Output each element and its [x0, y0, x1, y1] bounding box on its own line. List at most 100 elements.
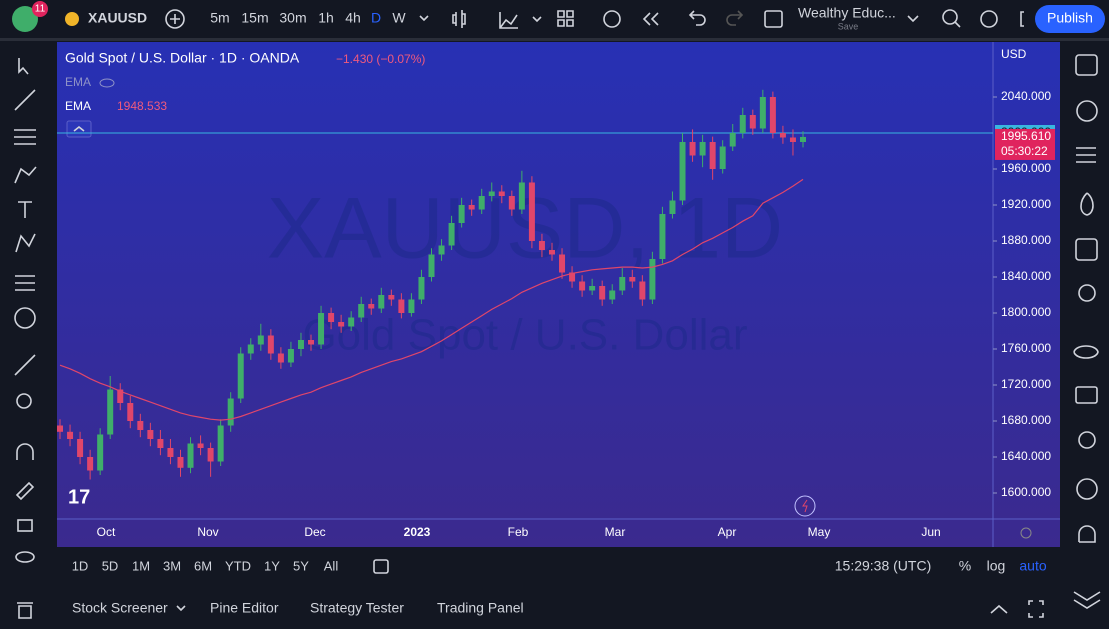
news[interactable]	[1076, 147, 1096, 163]
auto-toggle[interactable]: auto	[1019, 558, 1046, 574]
y-tick-label: 1920.000	[1001, 197, 1051, 211]
candle-body	[338, 322, 345, 327]
measure-tool[interactable]	[14, 354, 36, 376]
save-label[interactable]: Save	[838, 21, 859, 31]
zoom-tool[interactable]	[16, 393, 32, 409]
alerts[interactable]	[1076, 100, 1098, 122]
layout-name[interactable]: Wealthy Educ...	[798, 5, 896, 21]
hotlists[interactable]	[1080, 192, 1094, 216]
symbol[interactable]: XAUUSD	[88, 10, 147, 26]
range-button[interactable]: YTD	[225, 558, 251, 573]
divider	[0, 38, 1109, 41]
range-button[interactable]: 1Y	[264, 558, 280, 573]
pattern-tool[interactable]	[15, 233, 36, 253]
publish-button[interactable]	[1035, 5, 1105, 33]
interval[interactable]: 5m	[210, 10, 229, 26]
interval[interactable]: W	[392, 10, 406, 26]
indicators[interactable]	[499, 12, 518, 29]
brush-tool[interactable]	[14, 166, 37, 184]
candle-body	[358, 304, 365, 318]
interval[interactable]: 15m	[241, 10, 268, 26]
interval[interactable]: 1h	[318, 10, 334, 26]
fullscreen[interactable]	[764, 10, 783, 28]
panel-tab[interactable]: Trading Panel	[437, 600, 524, 616]
range-button[interactable]: 1D	[72, 558, 89, 573]
replay[interactable]	[642, 12, 659, 26]
hidden-indicator[interactable]: EMA	[65, 75, 91, 89]
lock-tool[interactable]	[17, 519, 33, 532]
candle-body	[428, 254, 435, 277]
range-button[interactable]: 5D	[102, 558, 119, 573]
icon-tool[interactable]	[14, 307, 36, 329]
right-sidebar	[1063, 42, 1109, 629]
calendar[interactable]	[1075, 238, 1098, 261]
alert[interactable]	[603, 10, 621, 28]
chart-type[interactable]	[452, 10, 466, 28]
chats[interactable]	[1075, 386, 1098, 404]
range-button[interactable]: All	[324, 558, 339, 573]
panel-maximize[interactable]	[1028, 600, 1044, 618]
panel-tab[interactable]: Strategy Tester	[310, 600, 404, 616]
panel-tab[interactable]: Stock Screener	[72, 600, 168, 616]
candle-body	[207, 448, 214, 462]
publish-label[interactable]: Publish	[1047, 10, 1093, 26]
broadcasts[interactable]	[1076, 478, 1098, 500]
interval[interactable]: 30m	[279, 10, 306, 26]
interval[interactable]: 4h	[345, 10, 361, 26]
fib-tool[interactable]	[14, 129, 36, 145]
add-symbol[interactable]	[165, 9, 185, 29]
notifications[interactable]	[1078, 525, 1096, 543]
candle-body	[368, 304, 375, 309]
magnet-tool[interactable]	[16, 443, 34, 460]
hide-tool[interactable]	[15, 551, 35, 563]
y-tick-label: 1600.000	[1001, 485, 1051, 499]
avatar[interactable]	[12, 6, 38, 32]
range-button[interactable]: 6M	[194, 558, 212, 573]
text-tool[interactable]	[18, 201, 32, 218]
interval[interactable]: D	[371, 10, 381, 26]
candle-body	[348, 317, 355, 327]
layouts[interactable]	[557, 10, 574, 27]
candle-body	[318, 313, 325, 345]
indicators-menu[interactable]	[532, 16, 542, 23]
collapse[interactable]	[1073, 591, 1101, 609]
candle-body	[167, 448, 174, 457]
ideas[interactable]	[1078, 284, 1096, 302]
tab-menu[interactable]	[176, 605, 186, 612]
log-toggle[interactable]: log	[987, 558, 1006, 574]
help[interactable]	[1078, 431, 1096, 449]
settings[interactable]	[980, 10, 998, 28]
undo[interactable]	[688, 10, 706, 26]
snapshot[interactable]	[1020, 11, 1024, 27]
range-button[interactable]: 5Y	[293, 558, 309, 573]
scale-settings[interactable]	[1020, 527, 1032, 539]
trend-line-tool[interactable]	[14, 89, 36, 111]
layout-menu[interactable]	[907, 15, 919, 23]
delete-tool[interactable]	[17, 602, 33, 619]
indicator-name[interactable]: EMA	[65, 99, 91, 113]
goto-date[interactable]	[373, 559, 389, 574]
range-button[interactable]: 1M	[132, 558, 150, 573]
legend-title[interactable]: Gold Spot / U.S. Dollar · 1D · OANDA	[65, 50, 300, 66]
candle-body	[107, 389, 114, 435]
time-label: Oct	[97, 525, 116, 539]
collapse-legend[interactable]	[66, 120, 92, 138]
interval-menu[interactable]	[419, 15, 429, 22]
search[interactable]	[942, 9, 958, 25]
watchlist[interactable]	[1075, 54, 1098, 76]
percent-toggle[interactable]: %	[959, 558, 971, 574]
candle-body	[579, 281, 586, 291]
eye-icon[interactable]	[99, 78, 115, 88]
panel-tab[interactable]: Pine Editor	[210, 600, 279, 616]
cursor-tool[interactable]	[18, 58, 29, 75]
prediction-tool[interactable]	[15, 275, 35, 291]
clock[interactable]: 15:29:38 (UTC)	[835, 558, 931, 574]
candle-body	[589, 286, 596, 291]
stay-drawing[interactable]	[15, 481, 35, 501]
streams[interactable]	[1073, 345, 1099, 359]
candle-body	[749, 115, 756, 129]
candle-body	[57, 425, 63, 432]
range-button[interactable]: 3M	[163, 558, 181, 573]
currency[interactable]: USD	[1001, 47, 1027, 61]
panel-toggle[interactable]	[990, 604, 1008, 614]
